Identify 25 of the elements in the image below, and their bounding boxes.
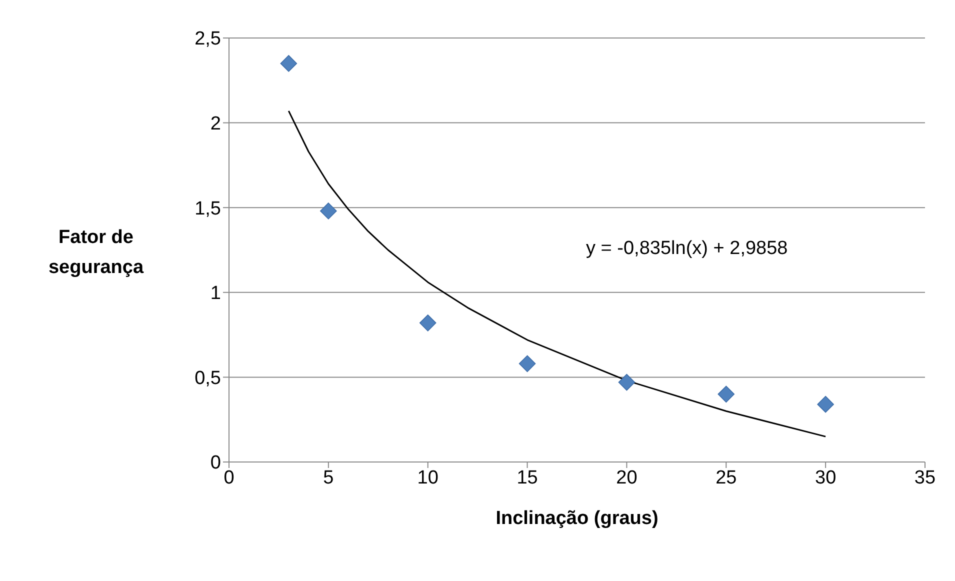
point bbox=[817, 396, 834, 413]
y-tick-label: 1 bbox=[210, 283, 221, 304]
y-tick-label: 2,5 bbox=[194, 28, 221, 50]
point bbox=[419, 314, 436, 332]
y-tick-label: 1,5 bbox=[194, 198, 221, 220]
y-tick-label: 0 bbox=[210, 452, 221, 474]
x-axis-title: Inclinação (graus) bbox=[496, 508, 658, 529]
annotation: y = -0,835ln(x) + 2,9858 bbox=[586, 238, 788, 260]
point bbox=[718, 386, 735, 403]
x-tick-label: 5 bbox=[323, 467, 334, 488]
x-tick-label: 35 bbox=[914, 467, 936, 488]
x-tick-label: 0 bbox=[224, 467, 234, 488]
x-tick-label: 20 bbox=[616, 467, 638, 488]
x-tick-label: 25 bbox=[716, 467, 737, 488]
x-tick-label: 15 bbox=[516, 467, 538, 488]
y-tick-label: 2 bbox=[210, 114, 221, 135]
point bbox=[280, 55, 298, 72]
x-tick-label: 10 bbox=[417, 467, 438, 488]
point bbox=[618, 374, 636, 391]
point bbox=[518, 355, 536, 372]
x-tick-label: 30 bbox=[815, 467, 836, 488]
line-series bbox=[288, 110, 826, 438]
y-tick-label: 0,5 bbox=[194, 368, 221, 389]
point bbox=[320, 202, 337, 220]
y-axis-title: Fator de segurança bbox=[47, 226, 145, 280]
